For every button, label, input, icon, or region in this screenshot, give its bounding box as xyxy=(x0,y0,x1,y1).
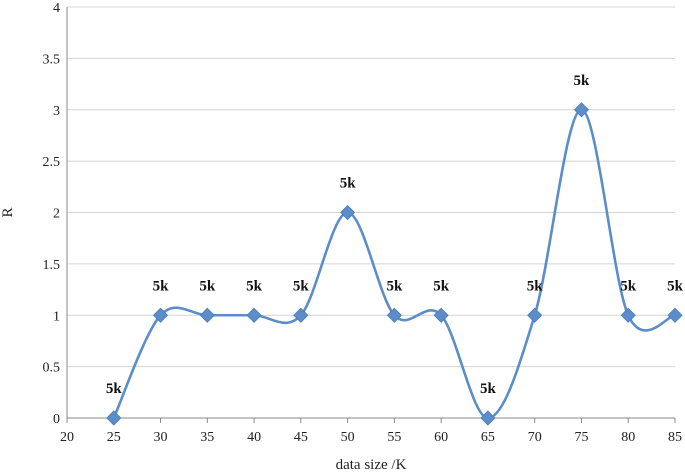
data-point-marker xyxy=(573,102,590,118)
x-tick-label: 70 xyxy=(528,430,542,445)
data-series xyxy=(106,102,683,426)
y-tick-label: 2.5 xyxy=(43,155,61,170)
y-tick-label: 3 xyxy=(53,104,60,119)
data-label: 5k xyxy=(106,381,123,397)
x-tick-label: 20 xyxy=(60,430,74,445)
data-point-marker xyxy=(667,307,683,323)
data-point-marker xyxy=(106,410,122,426)
y-tick-label: 1 xyxy=(53,309,60,324)
grid-lines xyxy=(67,6,675,368)
data-point-marker xyxy=(620,307,636,323)
data-label: 5k xyxy=(386,278,403,294)
data-point-marker xyxy=(199,307,215,323)
data-label: 5k xyxy=(340,176,357,192)
data-point-marker xyxy=(480,410,496,426)
data-point-marker xyxy=(340,204,356,221)
x-tick-label: 60 xyxy=(434,430,448,445)
y-tick-label: 0 xyxy=(53,412,60,427)
data-label: 5k xyxy=(574,73,591,89)
x-tick-label: 85 xyxy=(668,430,682,445)
x-tick-label: 80 xyxy=(621,430,635,445)
x-tick-label: 50 xyxy=(341,430,355,445)
y-tick-label: 1.5 xyxy=(43,258,61,273)
x-tick-label: 30 xyxy=(154,430,168,445)
data-point-marker xyxy=(386,307,402,323)
x-tick-label: 35 xyxy=(200,430,214,445)
axes xyxy=(66,7,676,423)
data-label: 5k xyxy=(199,278,216,294)
x-tick-label: 65 xyxy=(481,430,495,445)
x-tick-labels: 20 25 30 35 40 45 50 55 60 65 70 75 80 85 xyxy=(60,430,682,445)
x-tick-label: 55 xyxy=(387,430,401,445)
x-tick-label: 25 xyxy=(107,430,121,445)
data-point-marker xyxy=(527,307,543,323)
data-label: 5k xyxy=(246,278,263,294)
data-label: 5k xyxy=(433,278,450,294)
data-label: 5k xyxy=(527,278,544,294)
series-line xyxy=(112,108,676,420)
y-tick-label: 0.5 xyxy=(43,361,61,376)
data-labels: 5k 5k 5k 5k 5k 5k 5k 5k 5k 5k 5k 5k 5k xyxy=(106,73,684,397)
data-point-marker xyxy=(152,307,169,323)
y-tick-label: 3.5 xyxy=(43,52,61,67)
x-tick-label: 75 xyxy=(574,430,588,445)
y-axis-title: R xyxy=(0,207,16,217)
data-label: 5k xyxy=(480,381,497,397)
x-tick-label: 45 xyxy=(294,430,308,445)
y-tick-label: 2 xyxy=(53,207,60,222)
data-point-marker xyxy=(293,307,309,323)
y-tick-label: 4 xyxy=(53,1,60,16)
data-label: 5k xyxy=(293,278,310,294)
data-point-marker xyxy=(433,307,449,323)
x-axis-title: data size /K xyxy=(336,457,407,472)
data-point-marker xyxy=(246,307,262,323)
y-tick-labels: 0 0.5 1 1.5 2 2.5 3 3.5 4 xyxy=(43,1,61,427)
data-label: 5k xyxy=(153,278,170,294)
data-label: 5k xyxy=(620,278,637,294)
x-tick-label: 40 xyxy=(247,430,261,445)
data-label: 5k xyxy=(667,278,684,294)
